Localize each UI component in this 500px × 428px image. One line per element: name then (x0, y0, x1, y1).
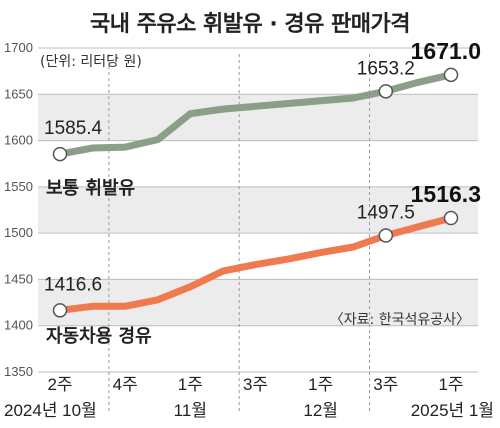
x-tick-label: 1주 (308, 375, 333, 394)
y-tick-label: 1350 (4, 364, 33, 379)
x-tick-label: 3주 (373, 375, 398, 394)
data-point (378, 228, 394, 243)
data-label: 1671.0 (411, 38, 481, 64)
x-group-label: 2024년 10월 (4, 401, 97, 420)
x-group-label: 2025년 1월 (411, 401, 494, 420)
y-tick-label: 1700 (4, 40, 33, 55)
series-label-gasoline: 보통 휘발유 (46, 177, 135, 199)
data-point (52, 303, 68, 318)
x-tick-label: 1주 (178, 375, 203, 394)
x-tick-label: 4주 (113, 375, 138, 394)
x-group-label: 12월 (303, 401, 338, 420)
y-tick-label: 1400 (4, 318, 33, 333)
x-axis: 2주 4주 1주 3주 1주 3주 1주 2024년 10월 11월 12월 2025년 1월 (4, 375, 494, 420)
plot-background (38, 94, 478, 326)
y-tick-label: 1500 (4, 225, 33, 240)
x-tick-label: 3주 (243, 375, 268, 394)
data-point (443, 67, 459, 83)
y-tick-label: 1650 (4, 86, 33, 101)
grid-band (38, 186, 478, 234)
grid-band (38, 279, 478, 326)
series-gasoline (52, 67, 459, 162)
series-layer (52, 67, 459, 318)
x-tick-label: 1주 (438, 375, 463, 394)
grid-lines (38, 47, 478, 412)
data-label: 1416.6 (44, 274, 102, 295)
chart-title: 국내 주유소 휘발유 · 경유 판매가격 (89, 12, 411, 37)
y-tick-label: 1450 (4, 271, 33, 286)
grid-band (38, 94, 478, 141)
y-tick-label: 1550 (4, 179, 33, 194)
series-label-diesel: 자동차용 경유 (46, 326, 152, 347)
x-tick-label: 2주 (47, 375, 72, 394)
x-group-label: 11월 (174, 401, 207, 420)
data-point (52, 146, 68, 162)
data-point (378, 84, 394, 99)
y-tick-label: 1600 (4, 133, 33, 148)
source-note: 〈자료: 한국석유공사〉 (330, 312, 470, 328)
y-axis: 1350 1400 1450 1500 1550 1600 1650 1700 (4, 40, 33, 379)
data-label: 1585.4 (44, 118, 103, 139)
data-label: 1497.5 (357, 202, 415, 223)
data-label: 1653.2 (357, 58, 415, 79)
unit-note: (단위: 리터당 원) (40, 54, 142, 70)
data-point (443, 210, 459, 226)
data-label: 1516.3 (411, 181, 481, 207)
series-diesel (52, 210, 459, 318)
